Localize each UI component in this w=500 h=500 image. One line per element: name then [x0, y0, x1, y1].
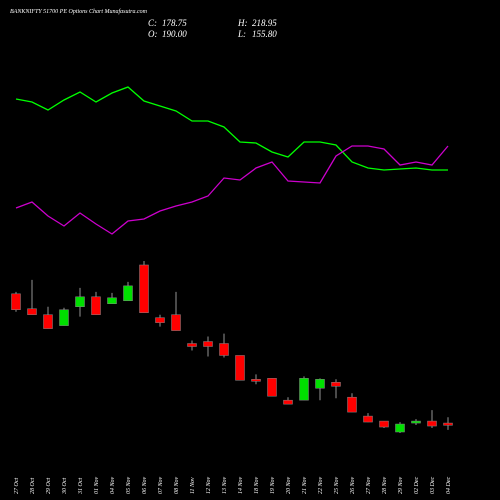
x-tick-label: 06 Nov — [142, 476, 148, 494]
indicator-line — [15, 145, 449, 235]
open-value: 190.00 — [162, 29, 187, 39]
x-tick-label: 18 Nov — [254, 476, 260, 494]
candle-body — [171, 314, 181, 331]
candle-body — [91, 296, 101, 315]
x-tick-label: 21 Nov — [302, 476, 308, 494]
candle-body — [395, 423, 405, 433]
candle-body — [59, 309, 69, 326]
x-tick-label: 11 Nov — [190, 477, 196, 494]
x-tick-label: 14 Nov — [237, 476, 244, 494]
x-tick-label: 02 Dec — [414, 477, 420, 494]
candle-body — [203, 341, 213, 347]
x-tick-label: 31 Oct — [78, 478, 84, 495]
x-tick-label: 19 Nov — [270, 476, 276, 494]
candle-body — [43, 314, 53, 329]
x-tick-label: 03 Dec — [430, 477, 436, 494]
x-tick-label: 29 Nov — [398, 476, 404, 494]
x-tick-label: 28 Nov — [382, 476, 388, 494]
close-value: 178.75 — [162, 18, 187, 28]
candle-body — [75, 296, 85, 307]
candle-body — [235, 355, 245, 381]
x-tick-label: 04 Nov — [109, 476, 116, 494]
candle-body — [267, 378, 277, 397]
chart-title: BANKNIFTY 51700 PE Options Chart Munafas… — [10, 8, 148, 15]
x-tick-label: 08 Nov — [174, 476, 180, 494]
candle-body — [283, 399, 293, 405]
candle-body — [331, 382, 341, 387]
x-tick-label: 05 Nov — [126, 476, 132, 494]
candle-body — [27, 308, 37, 315]
candle-body — [139, 264, 149, 313]
candle-body — [155, 317, 165, 323]
candle-body — [363, 415, 373, 423]
candle-body — [443, 422, 453, 426]
candle-body — [299, 378, 309, 401]
x-tick-label: 30 Oct — [62, 478, 68, 495]
candle-body — [347, 396, 357, 413]
candle-body — [219, 343, 229, 356]
x-tick-label: 22 Nov — [318, 476, 324, 494]
x-tick-label: 04 Dec — [445, 477, 452, 494]
x-tick-label: 27 Oct — [14, 478, 20, 494]
x-tick-label: 29 Oct — [46, 478, 52, 494]
candle-body — [123, 285, 133, 302]
candle-body — [11, 293, 21, 310]
x-tick-label: 27 Nov — [366, 476, 372, 494]
x-tick-label: 01 Nov — [94, 476, 100, 494]
candle-body — [107, 297, 117, 305]
x-tick-label: 26 Nov — [350, 476, 356, 494]
candle-body — [427, 420, 437, 427]
x-tick-label: 28 Oct — [30, 478, 36, 494]
indicator-line — [15, 86, 448, 171]
x-tick-label: 07 Nov — [158, 476, 164, 494]
low-value: 155.80 — [252, 29, 277, 39]
high-value: 218.95 — [252, 18, 277, 28]
close-label: C: — [148, 18, 157, 28]
open-label: O: — [148, 29, 158, 39]
x-tick-label: 12 Nov — [206, 476, 212, 494]
candle-body — [315, 379, 325, 389]
high-label: H: — [237, 18, 248, 28]
candle-body — [379, 420, 389, 428]
candle-body — [187, 343, 197, 347]
low-label: L: — [237, 29, 246, 39]
x-tick-label: 25 Nov — [334, 476, 340, 494]
x-tick-label: 20 Nov — [286, 476, 292, 494]
candle-body — [411, 420, 421, 424]
candle-body — [251, 379, 261, 382]
x-tick-label: 13 Nov — [222, 476, 228, 494]
